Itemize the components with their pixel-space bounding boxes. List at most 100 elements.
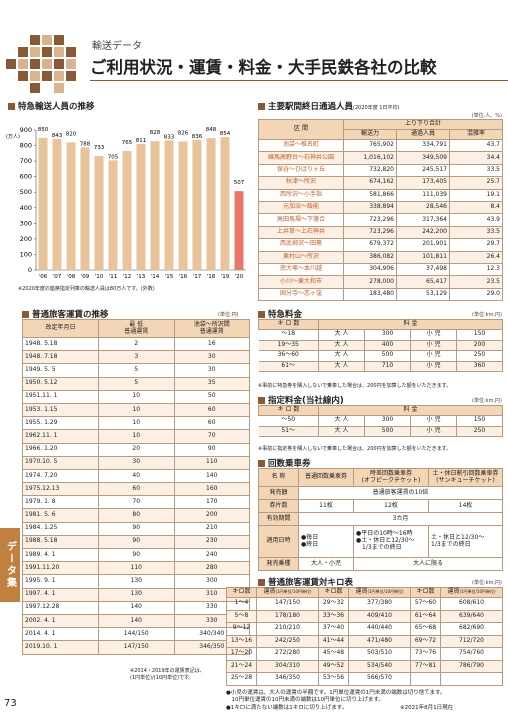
cell: 304,906 — [343, 262, 397, 277]
cell: 3 — [98, 350, 175, 365]
row: 秋津～所沢 674,162 173,405 25.7 — [258, 176, 503, 190]
cell: 37,498 — [396, 262, 450, 277]
cell: 280 — [173, 561, 250, 576]
row: 1966. 1.20 20 90 — [22, 442, 250, 457]
cell: 60 — [173, 416, 250, 431]
row: 1953. 1.15 10 60 — [22, 402, 250, 418]
cell: 245,517 — [396, 163, 450, 178]
cell: 2014. 4. 1 — [22, 627, 99, 642]
cell: 338,894 — [343, 200, 397, 215]
cell: 3カ月 — [298, 512, 503, 526]
cell: 639/640 — [440, 609, 503, 623]
table-title: 普通旅客運賃の推移 — [22, 308, 109, 320]
cell: 1984. 1.25 — [22, 521, 99, 536]
cell: 242,200 — [396, 225, 450, 240]
header-row: キロ数 運賃(1円単位/10円単位) キロ数 運賃(1円単位/10円単位) キロ数 運賃(… — [226, 587, 503, 598]
cell: 679,372 — [343, 238, 397, 252]
cell: 43.9 — [449, 213, 503, 227]
row: 2019.10. 1 147/150 346/350 — [22, 640, 250, 655]
x-tick-label: '14 — [151, 274, 160, 280]
cell: 西所沢～小手指 — [258, 188, 344, 202]
cell: 682/690 — [440, 622, 503, 636]
header-row: 改定年月日最 低 普通運賃 池袋～所沢間 普通運賃 — [22, 319, 250, 338]
cell: 140 — [173, 468, 250, 484]
header-cell: キロ数 — [318, 587, 349, 598]
value-label: 836 — [192, 134, 203, 140]
cell: 144/150 — [98, 627, 175, 642]
x-tick-label: '17 — [193, 274, 202, 280]
cell: 1,016,102 — [343, 151, 397, 165]
cell: 1991.11.20 — [22, 561, 99, 576]
bar — [52, 138, 62, 270]
cell: 30 — [173, 350, 250, 365]
cell: 14枚 — [428, 499, 503, 513]
header-cell: 改定年月日 — [22, 319, 99, 338]
cell: 30 — [173, 363, 250, 378]
header-text: (1円単位/10円単位) — [275, 589, 312, 595]
cell: 発売額 — [258, 486, 299, 500]
cell: 小 児 — [410, 339, 457, 351]
header-cell: 輸送力 — [343, 129, 397, 140]
cell: 小 児 — [410, 425, 457, 437]
row: 1989. 4. 1 90 240 — [22, 547, 250, 563]
cell: 304/310 — [256, 659, 319, 673]
row: 国分寺～恋ヶ窪 183,480 53,129 29.0 — [258, 287, 503, 302]
cell: 大 人 — [318, 329, 365, 341]
cell: 13～16 — [226, 634, 257, 648]
cell: 1989. 4. 1 — [22, 547, 99, 563]
row: 元加治～飯能 338,894 28,546 8.4 — [258, 200, 503, 215]
cell: 400 — [364, 339, 411, 351]
cell: 1955. 1.29 — [22, 416, 99, 431]
y-unit: (万人) — [6, 134, 20, 140]
cell: 183,480 — [343, 287, 397, 302]
table-title: 回数乗車券 — [258, 457, 311, 469]
cell: 上井草～上石神井 — [258, 225, 344, 240]
cell: 110 — [98, 561, 175, 576]
header-cell: 通過人員 — [396, 129, 450, 140]
rule — [90, 80, 508, 81]
cell: 43.7 — [449, 138, 503, 153]
cell: 500 — [364, 350, 411, 362]
x-tick-label: '20 — [235, 274, 244, 280]
cell: 723,296 — [343, 225, 397, 240]
row: 21～24 304/310 49～52 534/540 77～81 786/790 — [226, 659, 503, 673]
cell: 346/350 — [256, 672, 319, 686]
cell: 150 — [456, 415, 503, 427]
cell: 高田馬場～下落合 — [258, 213, 344, 227]
cell: 小 児 — [410, 350, 457, 362]
bar — [108, 160, 118, 270]
bar — [164, 140, 174, 270]
cell: 45～48 — [318, 647, 349, 661]
cell: 1949. 5. 5 — [22, 363, 99, 378]
cell: 69～72 — [410, 634, 441, 648]
cell: 南大塚～本川越 — [258, 262, 344, 277]
cell: 360 — [456, 360, 503, 372]
table-title: 主要駅間終日通過人員(2020年度 1日平均) — [258, 100, 399, 112]
row: 1962.11. 1 10 70 — [22, 429, 250, 444]
row: 51～大 人 500 小 児 250 — [258, 425, 503, 437]
cell: 300 — [364, 329, 411, 341]
cell: 1970.10. 5 — [22, 455, 99, 470]
row: 1984. 1.25 90 210 — [22, 521, 250, 536]
bar — [192, 139, 202, 270]
row: 19～35 大 人 400 小 児 200 — [258, 339, 503, 351]
cell: 49～52 — [318, 659, 349, 673]
header-cell: 料 金 — [318, 405, 503, 416]
cell: 51～ — [258, 425, 319, 437]
cell: 170 — [173, 495, 250, 510]
note: ●1キロに満たない端数は1キロに切り上げます。 — [226, 705, 348, 711]
row: 1948. 5.18 2 16 — [22, 336, 250, 352]
x-tick-label: '09 — [81, 274, 90, 280]
cell: 674,162 — [343, 176, 397, 190]
x-tick-label: '13 — [137, 274, 146, 280]
row: 小川～東大和市 278,000 65,417 23.5 — [258, 275, 503, 289]
cell: 10 — [98, 389, 175, 404]
header-cell: キロ数 — [410, 587, 441, 598]
bar — [220, 137, 230, 270]
cell: 73～76 — [410, 647, 441, 661]
header-text: 運賃 — [355, 588, 368, 596]
coupon-table: 名 称普通回数乗車券 時差回数乗車券 (オフピークチケット) 土・休日割引回数乗車券… — [258, 468, 503, 571]
cell: 300 — [364, 415, 411, 427]
row: 1981. 5. 6 80 200 — [22, 508, 250, 523]
